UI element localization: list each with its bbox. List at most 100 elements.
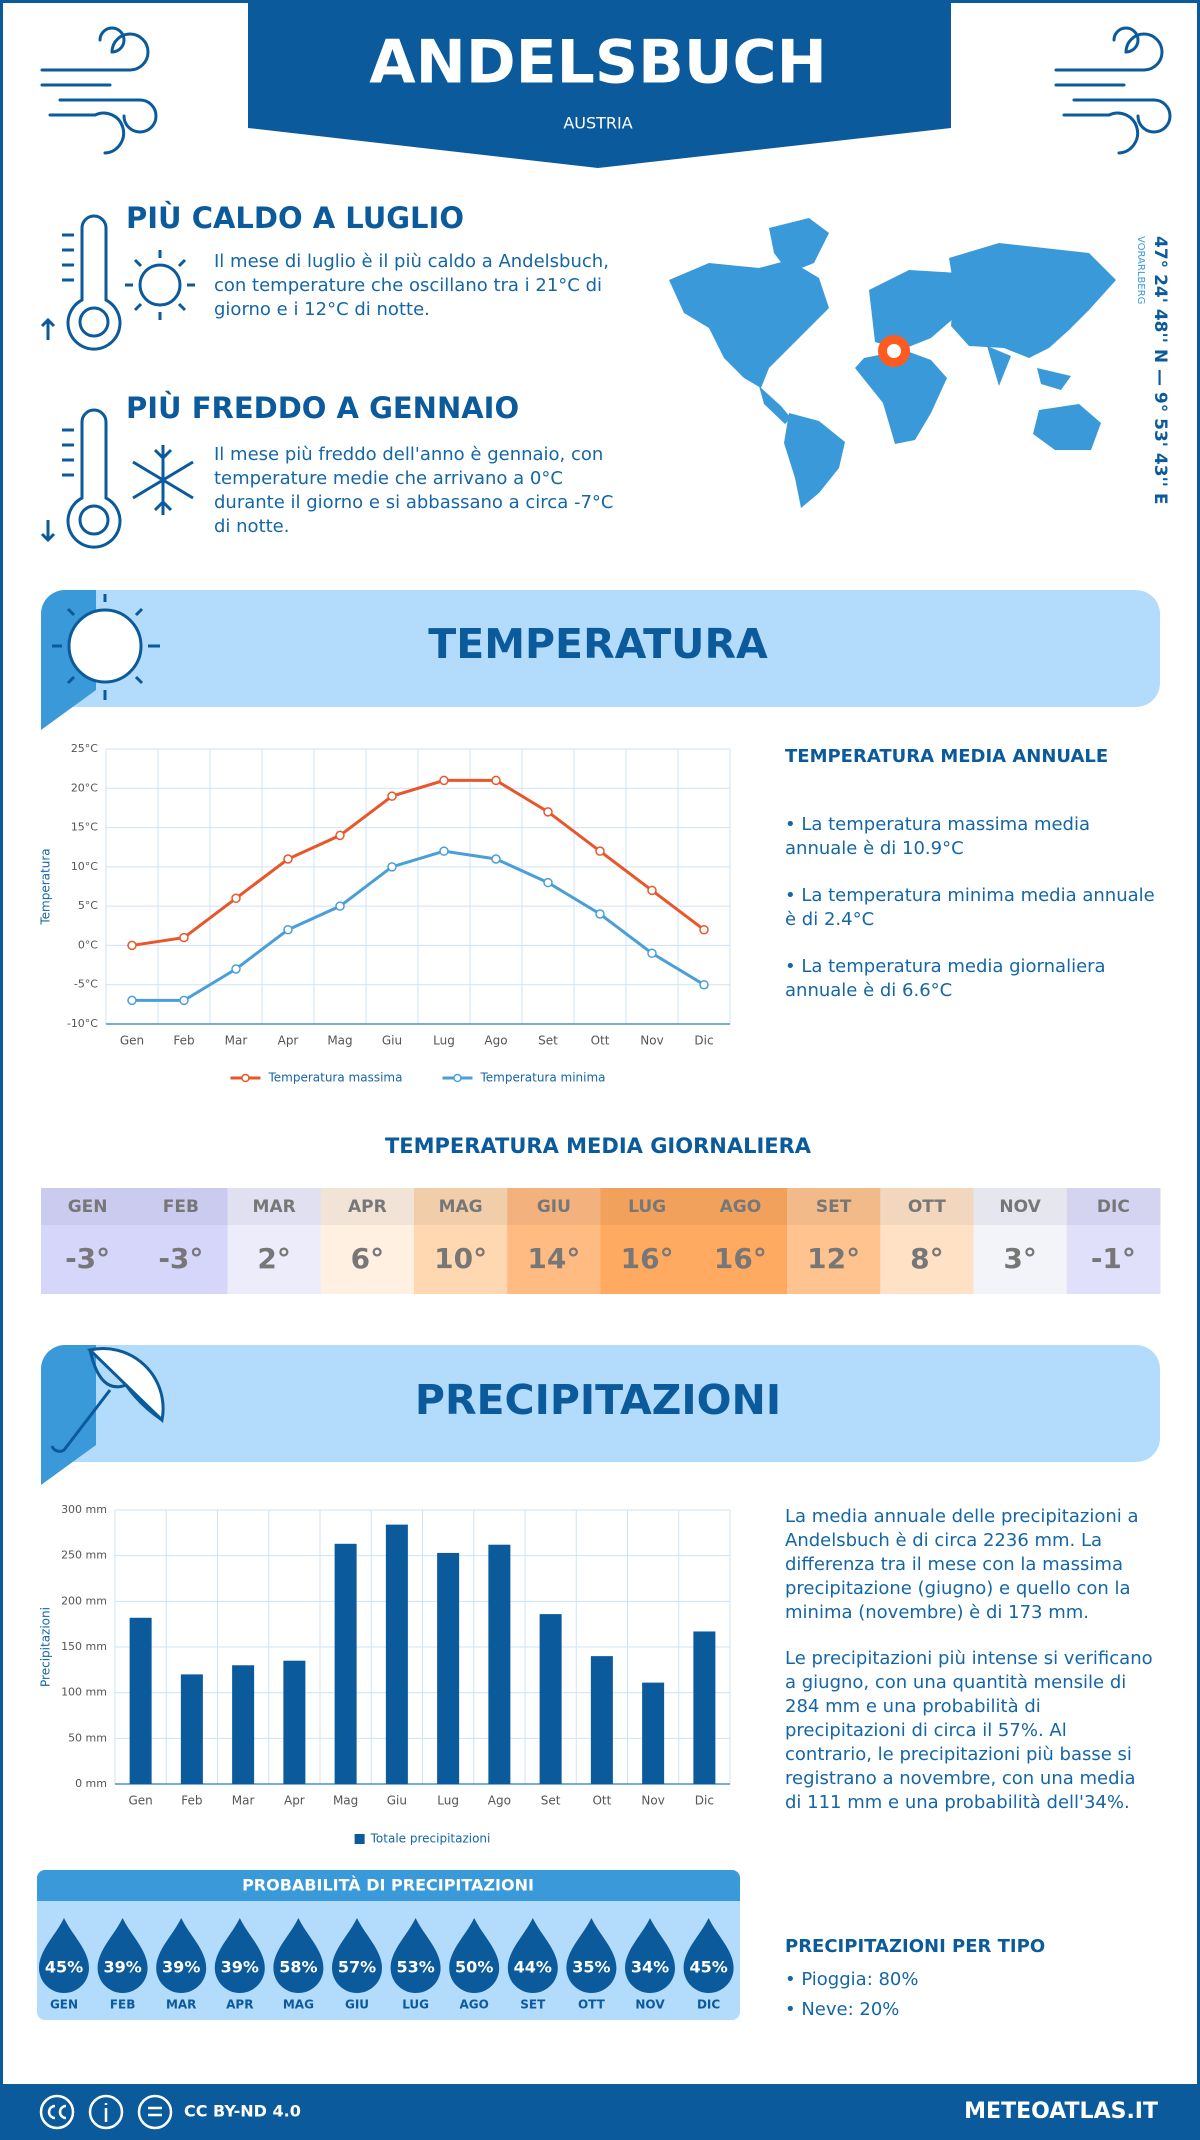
table-header-cell	[134, 1188, 228, 1225]
probability-value: 39%	[162, 1958, 200, 1977]
table-value-cell	[693, 1225, 788, 1294]
y-tick-label: 300 mm	[61, 1503, 107, 1516]
probability-drops: 45% GEN 39% FEB 39% MAR 39% APR 58% MAG 57% GIU 53% L…	[39, 1918, 734, 2012]
bar	[539, 1614, 562, 1784]
drop	[273, 1918, 324, 1993]
legend-marker	[453, 1073, 462, 1083]
y-tick-label: 200 mm	[61, 1594, 107, 1607]
country: AUSTRIA	[563, 114, 632, 133]
data-point	[491, 854, 501, 864]
text-line: annuale è di 10.9°C	[785, 838, 964, 859]
temp-value: 8°	[910, 1242, 943, 1275]
drop	[332, 1918, 382, 1993]
precipitation-chart: 0 mm 50 mm 100 mm 150 mm 200 mm 250 mm 300 mm P…	[39, 1503, 731, 1846]
y-tick-label: 0 mm	[75, 1777, 107, 1790]
x-tick-label: Apr	[284, 1794, 305, 1808]
table-value-cell	[320, 1225, 415, 1294]
series-line	[131, 778, 705, 947]
drop	[39, 1918, 89, 1993]
drop	[683, 1918, 734, 1993]
bar	[129, 1617, 152, 1784]
x-tick-label: Nov	[640, 1034, 663, 1048]
footer	[0, 2084, 1200, 2140]
temp-value: 14°	[527, 1242, 580, 1275]
probability-month: OTT	[578, 1998, 606, 2012]
data-point	[335, 830, 345, 841]
drop	[390, 1918, 441, 1993]
text-line: • La temperatura minima media annuale	[785, 885, 1155, 906]
table-header-cell	[41, 1188, 135, 1225]
text-line: con temperature che oscillano tra i 21°C…	[214, 275, 602, 296]
text-line: durante il giorno e si abbassano a circa…	[214, 492, 613, 513]
x-tick-label: Ott	[592, 1794, 611, 1808]
x-tick-label: Ago	[484, 1034, 507, 1048]
y-tick-label: -5°C	[74, 978, 98, 991]
temp-value: -1°	[1091, 1242, 1136, 1275]
text-line: differenza tra il mese con la massima	[785, 1554, 1123, 1575]
legend-label: Temperatura minima	[479, 1071, 605, 1085]
city-title: ANDELSBUCH	[369, 28, 827, 98]
wind-icon	[40, 26, 158, 155]
temp-value: 12°	[807, 1242, 860, 1275]
probability-value: 39%	[103, 1958, 141, 1977]
probability-month: APR	[226, 1998, 253, 2012]
drop	[97, 1918, 148, 1993]
data-point	[127, 940, 137, 951]
data-point	[647, 948, 657, 959]
drop	[625, 1918, 675, 1993]
table-header-cell	[787, 1188, 881, 1225]
drop	[507, 1918, 558, 1993]
text-line: registrano a novembre, con una media	[785, 1768, 1136, 1789]
text-line: Il mese di luglio è il più caldo a Andel…	[214, 251, 609, 272]
temp-value: 16°	[621, 1242, 674, 1275]
daily-temp-table: GEN -3° FEB -3° MAR 2° APR 6° MAG 10° GIU 14° LUG 16°…	[41, 1188, 1161, 1294]
coldest-text: Il mese più freddo dell'anno è gennaio, …	[214, 444, 613, 537]
y-tick-label: 10°C	[71, 860, 98, 873]
month-label: MAR	[253, 1197, 296, 1217]
section-banner	[41, 1345, 1160, 1462]
bar	[437, 1552, 460, 1784]
x-tick-label: Nov	[641, 1794, 664, 1808]
license-icons	[39, 2094, 173, 2130]
text-line: è di 2.4°C	[785, 909, 874, 930]
temp-value: 16°	[714, 1242, 767, 1275]
temp-value: -3°	[158, 1242, 203, 1275]
y-tick-label: 250 mm	[61, 1549, 107, 1562]
summary-title: TEMPERATURA MEDIA ANNUALE	[785, 746, 1108, 767]
text-line: giorno e i 12°C di notte.	[214, 299, 430, 320]
text-line: temperature medie che arrivano a 0°C	[214, 468, 563, 489]
month-label: APR	[348, 1197, 387, 1217]
probability-month: GEN	[50, 1998, 78, 2012]
probability-value: 50%	[455, 1958, 493, 1977]
probability-month: AGO	[460, 1998, 489, 2012]
x-tick-label: Ago	[488, 1794, 511, 1808]
bar	[334, 1543, 357, 1784]
coordinates: 47° 24' 48'' N — 9° 53' 43'' E	[1150, 236, 1170, 505]
legend-swatch	[354, 1834, 365, 1844]
bar	[693, 1631, 716, 1784]
x-tick-label: Set	[538, 1034, 558, 1048]
bar	[283, 1660, 306, 1784]
warmest-text: Il mese di luglio è il più caldo a Andel…	[214, 251, 609, 320]
table-value-cell	[880, 1225, 974, 1294]
probability-month: DIC	[697, 1998, 720, 2012]
text-line: • La temperatura massima media	[785, 814, 1090, 835]
temp-value: 6°	[351, 1242, 384, 1275]
drop	[214, 1918, 265, 1993]
text-line: precipitazione (giugno) e quello con la	[785, 1578, 1131, 1599]
precip-type-title: PRECIPITAZIONI PER TIPO	[785, 1936, 1045, 1957]
table-header-cell	[880, 1188, 974, 1225]
data-point	[543, 807, 553, 817]
table-value-cell	[41, 1225, 135, 1294]
series-line	[132, 849, 705, 1002]
header-shade	[600, 1188, 695, 1225]
month-label: SET	[816, 1197, 852, 1217]
y-tick-label: 15°C	[71, 821, 98, 834]
data-point	[439, 775, 449, 786]
thermometer-icon	[40, 214, 195, 351]
y-axis-label: Temperatura	[39, 848, 53, 925]
data-point	[335, 901, 345, 911]
table-header-cell	[414, 1188, 508, 1225]
